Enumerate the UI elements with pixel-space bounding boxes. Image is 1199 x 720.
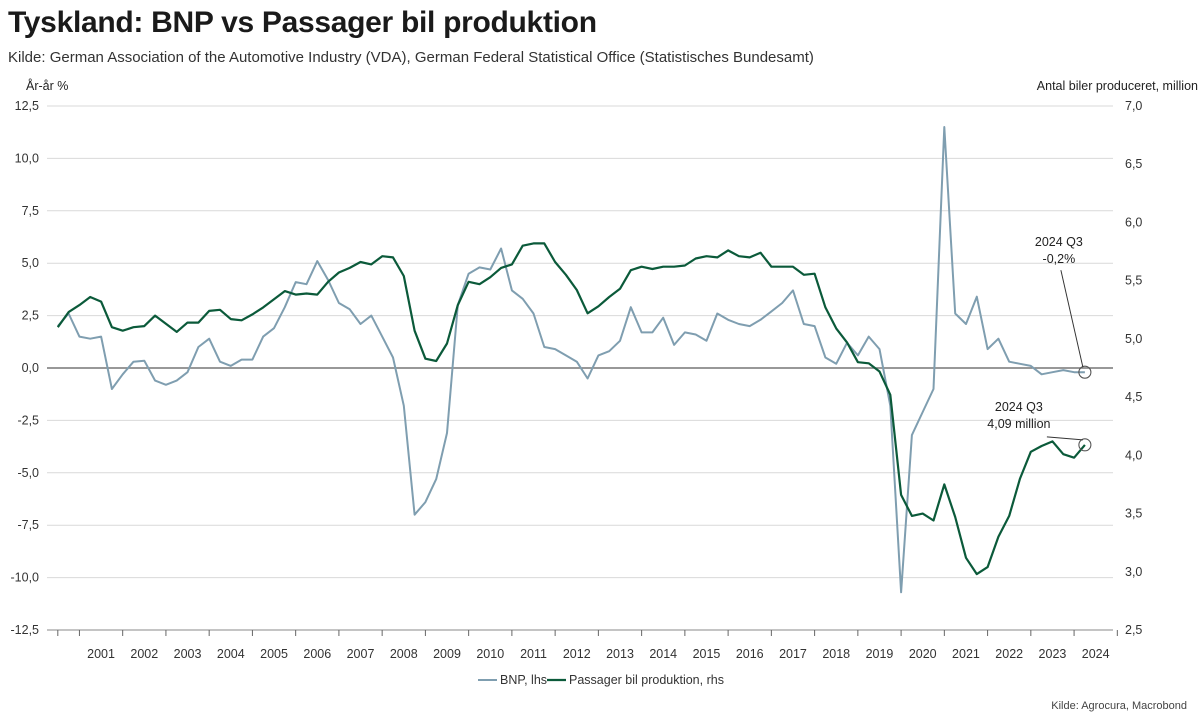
x-axis: 2001 2002 2003 2004 2005 2006 2007 2008 2009 2010… bbox=[47, 629, 1118, 661]
x-tick-label: 2023 bbox=[1039, 647, 1067, 661]
annotations: 2024 Q3 -0,2% 2024 Q3 4,09 million bbox=[987, 235, 1092, 452]
x-tick-label: 2001 bbox=[87, 647, 115, 661]
annotation-leader bbox=[1060, 270, 1084, 368]
right-tick-label: 7,0 bbox=[1125, 99, 1142, 113]
left-axis-ticks: 12,5 10,0 7,5 5,0 2,5 0,0 -2,5 -5,0 -7,5 -10,0 -12… bbox=[11, 99, 40, 637]
gdp-series-line bbox=[57, 126, 1085, 594]
right-tick-label: 6,0 bbox=[1125, 215, 1142, 229]
chart-title: Tyskland: BNP vs Passager bil produktion bbox=[8, 6, 597, 39]
annotation-leader bbox=[1046, 436, 1083, 441]
x-tick-label: 2022 bbox=[995, 647, 1023, 661]
x-tick-label: 2006 bbox=[303, 647, 331, 661]
x-tick-label: 2011 bbox=[520, 647, 547, 661]
x-tick-label: 2016 bbox=[736, 647, 764, 661]
x-tick-label: 2012 bbox=[563, 647, 591, 661]
left-tick-label: -7,5 bbox=[17, 518, 39, 532]
left-tick-label: -5,0 bbox=[17, 466, 39, 480]
legend-label: BNP, lhs bbox=[500, 673, 547, 687]
x-tick-label: 2010 bbox=[476, 647, 504, 661]
annotation-text: -0,2% bbox=[1043, 252, 1076, 266]
annotation-text: 4,09 million bbox=[987, 417, 1050, 431]
left-tick-label: -10,0 bbox=[11, 571, 40, 585]
annotation-text: 2024 Q3 bbox=[1035, 235, 1083, 249]
right-tick-label: 3,5 bbox=[1125, 507, 1142, 521]
left-tick-label: 0,0 bbox=[22, 361, 39, 375]
left-tick-label: 5,0 bbox=[22, 256, 39, 270]
cars-series-line bbox=[56, 242, 1086, 576]
annotation-marker bbox=[1078, 365, 1092, 379]
x-tick-label: 2013 bbox=[606, 647, 634, 661]
x-tick-label: 2021 bbox=[952, 647, 980, 661]
annotation-marker bbox=[1078, 438, 1092, 452]
right-tick-label: 3,0 bbox=[1125, 565, 1142, 579]
x-tick-label: 2020 bbox=[909, 647, 937, 661]
x-tick-label: 2015 bbox=[693, 647, 721, 661]
right-tick-label: 5,5 bbox=[1125, 274, 1142, 288]
right-tick-label: 4,5 bbox=[1125, 390, 1142, 404]
x-tick-label: 2002 bbox=[130, 647, 158, 661]
x-tick-label: 2005 bbox=[260, 647, 288, 661]
chart-subtitle: Kilde: German Association of the Automot… bbox=[8, 49, 814, 66]
left-tick-label: -2,5 bbox=[17, 413, 39, 427]
x-tick-label: 2009 bbox=[433, 647, 461, 661]
left-tick-label: 10,0 bbox=[15, 151, 39, 165]
x-tick-label: 2003 bbox=[174, 647, 202, 661]
left-axis-label: År-år % bbox=[26, 78, 68, 93]
left-tick-label: -12,5 bbox=[11, 623, 40, 637]
right-axis-label: Antal biler produceret, million bbox=[1037, 79, 1198, 93]
x-tick-label: 2018 bbox=[822, 647, 850, 661]
x-tick-label: 2004 bbox=[217, 647, 245, 661]
left-tick-label: 7,5 bbox=[22, 204, 39, 218]
x-tick-label: 2024 bbox=[1082, 647, 1110, 661]
right-tick-label: 5,0 bbox=[1125, 332, 1142, 346]
x-tick-label: 2008 bbox=[390, 647, 418, 661]
source-note: Kilde: Agrocura, Macrobond bbox=[1051, 700, 1187, 712]
series-lines bbox=[56, 126, 1086, 594]
left-tick-label: 12,5 bbox=[15, 99, 39, 113]
x-tick-label: 2014 bbox=[649, 647, 677, 661]
right-tick-label: 4,0 bbox=[1125, 448, 1142, 462]
x-tick-label: 2017 bbox=[779, 647, 807, 661]
right-axis-ticks: 7,0 6,5 6,0 5,5 5,0 4,5 4,0 3,5 3,0 2,5 bbox=[1125, 99, 1142, 637]
legend-label: Passager bil produktion, rhs bbox=[569, 673, 724, 687]
x-tick-label: 2019 bbox=[866, 647, 894, 661]
legend: BNP, lhs Passager bil produktion, rhs bbox=[478, 673, 724, 687]
left-tick-label: 2,5 bbox=[22, 309, 39, 323]
right-tick-label: 6,5 bbox=[1125, 157, 1142, 171]
right-tick-label: 2,5 bbox=[1125, 623, 1142, 637]
annotation-text: 2024 Q3 bbox=[995, 400, 1043, 414]
x-tick-label: 2007 bbox=[347, 647, 375, 661]
